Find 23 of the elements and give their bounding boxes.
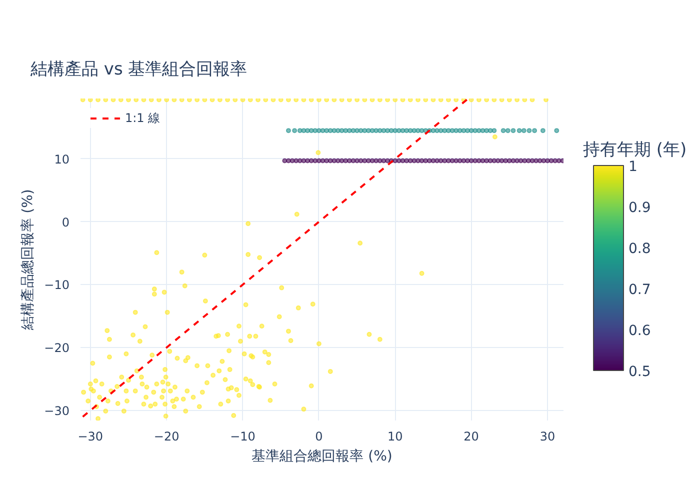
chart-title: 結構產品 vs 基準組合回報率 [30, 60, 248, 80]
y-tick-label: −10 [44, 278, 70, 292]
x-tick-label: 20 [464, 430, 479, 444]
x-tick-label: 10 [388, 430, 403, 444]
color-bar-label: 0.9 [628, 200, 651, 216]
y-tick-label: 10 [54, 152, 70, 166]
color-bar-label: 0.8 [628, 241, 651, 257]
y-tick-label: −30 [44, 404, 70, 418]
color-bar-label: 0.7 [628, 282, 651, 298]
x-tick-label: −30 [78, 430, 104, 444]
color-bar-label: 1 [628, 159, 638, 175]
y-axis-title: 結構產品總回報率 (%) [20, 189, 36, 331]
x-tick-label: −10 [230, 430, 256, 444]
x-tick-label: 30 [540, 430, 556, 444]
y-tick-label: 0 [62, 215, 70, 230]
color-bar-label: 0.6 [628, 323, 651, 339]
x-tick-label: 0 [315, 430, 323, 444]
x-axis-title: 基準組合總回報率 (%) [252, 448, 392, 464]
color-bar-label: 0.5 [628, 364, 651, 380]
x-tick-label: −20 [154, 430, 180, 444]
y-tick-label: −20 [44, 341, 70, 356]
legend-label: 1:1 線 [125, 110, 160, 126]
color-bar-title: 持有年期 (年) [583, 139, 687, 160]
